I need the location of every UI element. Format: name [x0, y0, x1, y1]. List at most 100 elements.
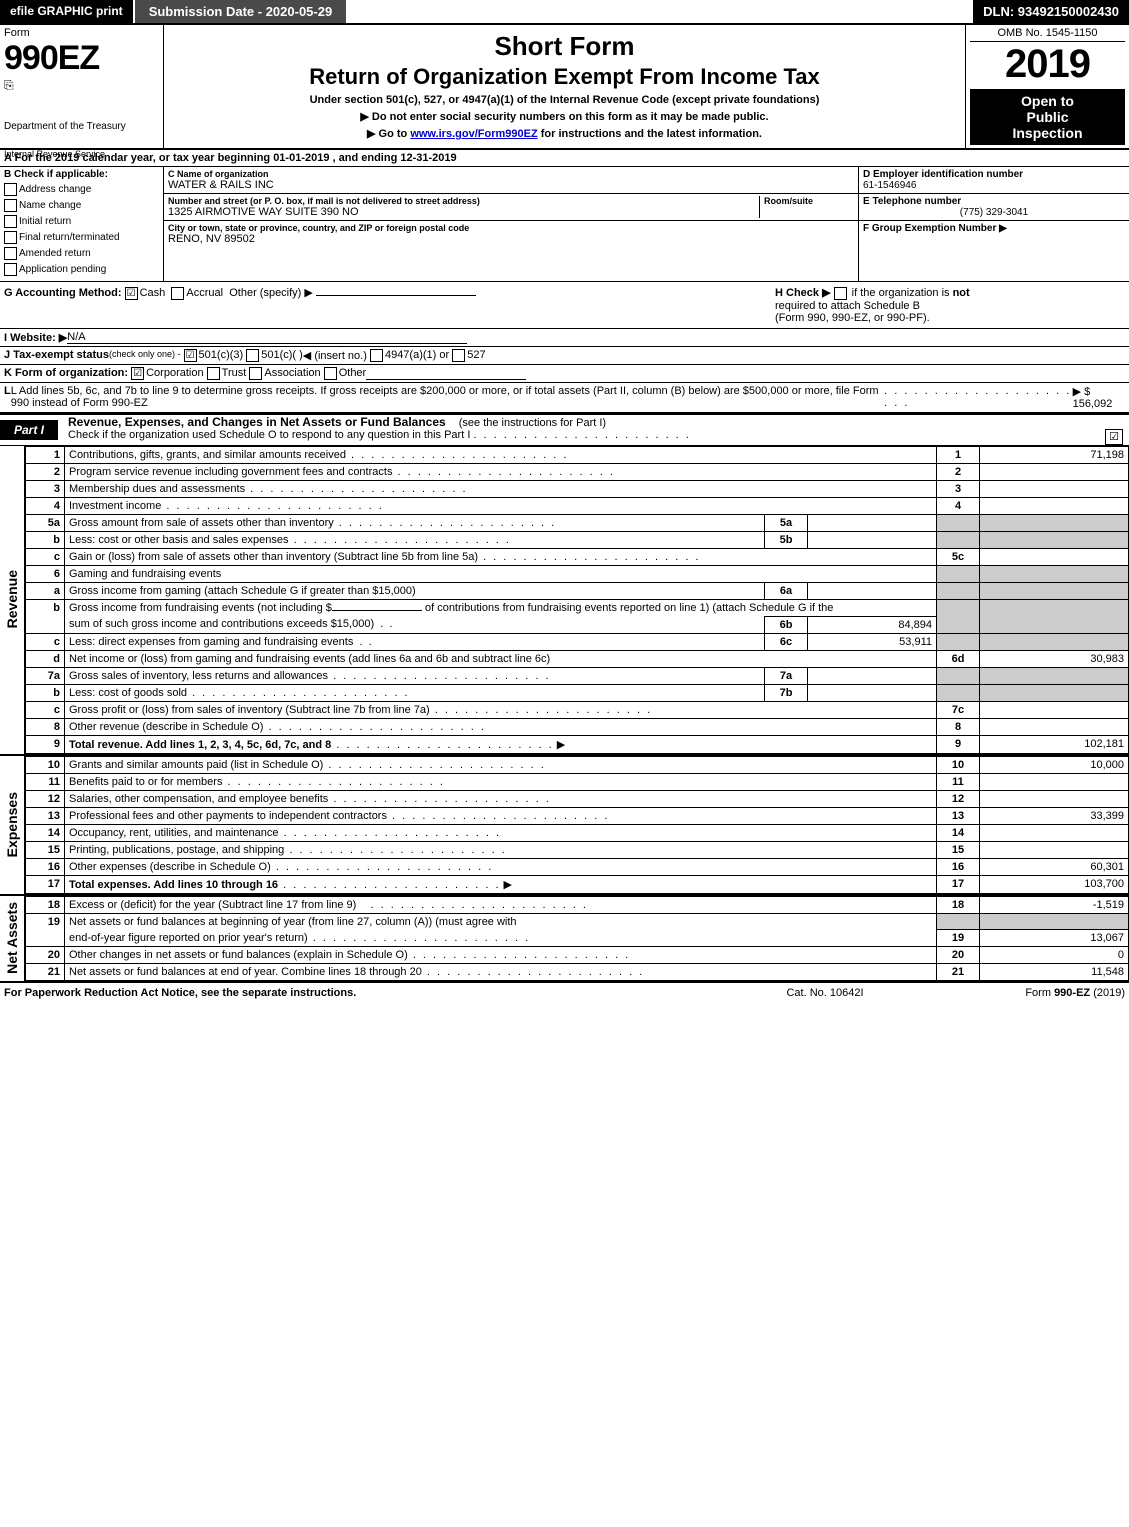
header-left: Form 990EZ ⎘ Department of the Treasury … [0, 25, 164, 148]
h-not: not [953, 287, 970, 299]
top-buttons: efile GRAPHIC print Submission Date - 20… [0, 0, 346, 23]
city-label: City or town, state or province, country… [168, 223, 854, 233]
address-cell: Number and street (or P. O. box, if mail… [164, 194, 858, 221]
website-value: N/A [67, 331, 467, 344]
net-assets-table: 18Excess or (deficit) for the year (Subt… [25, 896, 1129, 982]
inspection-box: Open to Public Inspection [970, 89, 1125, 145]
row-gh: G Accounting Method: ☑Cash Accrual Other… [0, 282, 1129, 329]
omb-number: OMB No. 1545-1150 [970, 27, 1125, 42]
line-17: 17Total expenses. Add lines 10 through 1… [26, 875, 1129, 893]
line-13: 13Professional fees and other payments t… [26, 807, 1129, 824]
k-assoc: Association [264, 367, 320, 380]
j-4947: 4947(a)(1) or [385, 349, 449, 362]
chk-name-change[interactable]: Name change [4, 199, 159, 212]
irs-link[interactable]: www.irs.gov/Form990EZ [410, 128, 537, 140]
efile-print-button[interactable]: efile GRAPHIC print [0, 0, 135, 23]
chk-association[interactable] [249, 367, 262, 380]
chk-other-org[interactable] [324, 367, 337, 380]
chk-address-change[interactable]: Address change [4, 183, 159, 196]
line-6a: aGross income from gaming (attach Schedu… [26, 582, 1129, 599]
line-3: 3Membership dues and assessments3 [26, 480, 1129, 497]
part1-tab: Part I [0, 420, 58, 440]
g-other: Other (specify) ▶ [229, 287, 313, 299]
chk-527[interactable] [452, 349, 465, 362]
dots [473, 429, 690, 441]
k-trust: Trust [222, 367, 247, 380]
org-name-value: WATER & RAILS INC [168, 179, 854, 191]
chk-cash[interactable]: ☑ [125, 287, 138, 300]
k-other: Other [339, 367, 367, 380]
line-18: 18Excess or (deficit) for the year (Subt… [26, 896, 1129, 913]
revenue-section: Revenue 1Contributions, gifts, grants, a… [0, 446, 1129, 756]
part1-check-note: Check if the organization used Schedule … [58, 429, 470, 441]
net-assets-side-label: Net Assets [0, 896, 25, 982]
chk-accrual[interactable] [171, 287, 184, 300]
g-label: G Accounting Method: [4, 287, 122, 299]
k-corp: Corporation [146, 367, 203, 380]
address-label: Number and street (or P. O. box, if mail… [168, 196, 759, 206]
chk-schedule-b[interactable] [834, 287, 847, 300]
section-b: B Check if applicable: Address change Na… [0, 167, 164, 281]
h-text3: required to attach Schedule B [775, 300, 920, 312]
subtitle-2: ▶ Do not enter social security numbers o… [170, 110, 959, 123]
dln-label: DLN: 93492150002430 [973, 0, 1129, 23]
org-name-cell: C Name of organization WATER & RAILS INC [164, 167, 858, 194]
g-cash: Cash [140, 287, 166, 299]
chk-trust[interactable] [207, 367, 220, 380]
chk-501c[interactable] [246, 349, 259, 362]
subtitle-3: ▶ Go to www.irs.gov/Form990EZ for instru… [170, 127, 959, 140]
address-value: 1325 AIRMOTIVE WAY SUITE 390 NO [168, 206, 759, 218]
line-20: 20Other changes in net assets or fund ba… [26, 947, 1129, 964]
header-center: Short Form Return of Organization Exempt… [164, 25, 966, 148]
form-number: 990EZ [4, 39, 159, 78]
header-right: OMB No. 1545-1150 2019 Open to Public In… [966, 25, 1129, 148]
form-header: Form 990EZ ⎘ Department of the Treasury … [0, 25, 1129, 150]
k-other-input[interactable] [366, 367, 526, 380]
h-text1: H Check ▶ [775, 287, 831, 299]
subtitle-1: Under section 501(c), 527, or 4947(a)(1)… [170, 94, 959, 106]
line-7b: bLess: cost of goods sold7b [26, 684, 1129, 701]
chk-initial-return[interactable]: Initial return [4, 215, 159, 228]
line-14: 14Occupancy, rent, utilities, and mainte… [26, 824, 1129, 841]
city-cell: City or town, state or province, country… [164, 221, 858, 247]
page-footer: For Paperwork Reduction Act Notice, see … [0, 983, 1129, 1003]
top-bar: efile GRAPHIC print Submission Date - 20… [0, 0, 1129, 25]
line-15: 15Printing, publications, postage, and s… [26, 841, 1129, 858]
chk-corporation[interactable]: ☑ [131, 367, 144, 380]
line-6: 6Gaming and fundraising events [26, 565, 1129, 582]
chk-amended-return[interactable]: Amended return [4, 247, 159, 260]
chk-application-pending[interactable]: Application pending [4, 263, 159, 276]
line-19b: end-of-year figure reported on prior yea… [26, 930, 1129, 947]
j-insert: ◀ (insert no.) [303, 349, 367, 362]
part1-checkbox[interactable]: ☑ [1105, 429, 1123, 445]
line-2: 2Program service revenue including gover… [26, 463, 1129, 480]
chk-501c3[interactable]: ☑ [184, 349, 197, 362]
sub3-pre: ▶ Go to [367, 128, 410, 140]
line-12: 12Salaries, other compensation, and empl… [26, 790, 1129, 807]
inspection-line3: Inspection [972, 125, 1123, 141]
sub3-post: for instructions and the latest informat… [538, 128, 762, 140]
h-text2: if the organization is [852, 287, 953, 299]
line-9: 9Total revenue. Add lines 1, 2, 3, 4, 5c… [26, 735, 1129, 753]
line-7a: 7aGross sales of inventory, less returns… [26, 667, 1129, 684]
section-g: G Accounting Method: ☑Cash Accrual Other… [4, 286, 775, 324]
org-name-label: C Name of organization [168, 169, 854, 179]
g-other-input[interactable] [316, 295, 476, 296]
inspection-line1: Open to [972, 93, 1123, 109]
net-assets-section: Net Assets 18Excess or (deficit) for the… [0, 896, 1129, 984]
room-label: Room/suite [764, 196, 854, 206]
inspection-line2: Public [972, 109, 1123, 125]
phone-cell: E Telephone number (775) 329-3041 [859, 194, 1129, 221]
form-label: Form [4, 27, 159, 39]
section-i: I Website: ▶ N/A [0, 329, 1129, 347]
j-501c3: 501(c)(3) [199, 349, 244, 362]
section-h: H Check ▶ if the organization is not req… [775, 286, 1125, 324]
section-j: J Tax-exempt status (check only one) - ☑… [0, 347, 1129, 365]
chk-4947[interactable] [370, 349, 383, 362]
chk-final-return[interactable]: Final return/terminated [4, 231, 159, 244]
l-value: ▶ $ 156,092 [1073, 385, 1125, 410]
info-block: B Check if applicable: Address change Na… [0, 167, 1129, 282]
line-19: 19Net assets or fund balances at beginni… [26, 913, 1129, 930]
footer-left: For Paperwork Reduction Act Notice, see … [4, 987, 725, 999]
j-note: (check only one) - [109, 349, 181, 362]
